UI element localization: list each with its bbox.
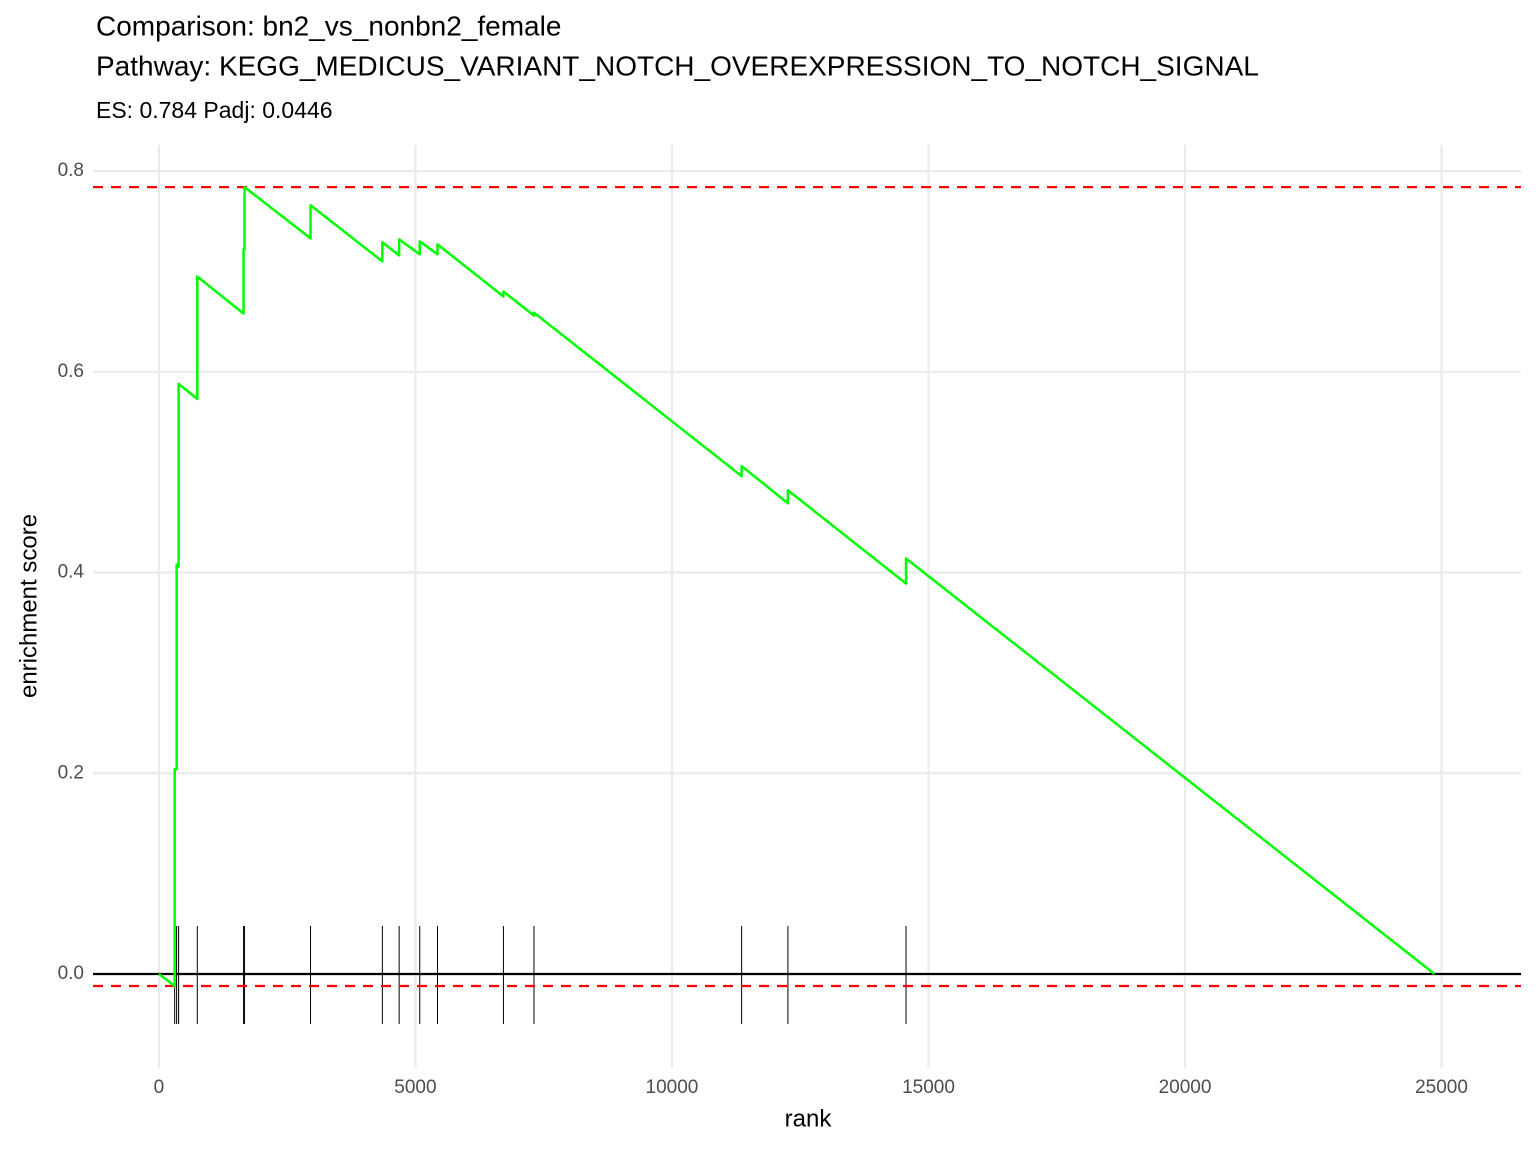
x-tick-label: 10000 xyxy=(646,1077,699,1098)
x-axis-label: rank xyxy=(785,1105,833,1132)
y-tick-label: 0.2 xyxy=(58,762,84,783)
x-tick-label: 5000 xyxy=(394,1077,436,1098)
enrichment-line xyxy=(158,185,1436,988)
chart-title-line2: Pathway: KEGG_MEDICUS_VARIANT_NOTCH_OVER… xyxy=(96,50,1259,81)
y-axis-label: enrichment score xyxy=(15,514,42,698)
x-tick-label: 15000 xyxy=(902,1077,955,1098)
y-tick-label: 0.6 xyxy=(58,361,84,382)
y-tick-label: 0.8 xyxy=(58,160,84,181)
chart-subtitle: ES: 0.784 Padj: 0.0446 xyxy=(96,97,333,123)
x-tick-label: 20000 xyxy=(1159,1077,1212,1098)
y-tick-label: 0.0 xyxy=(58,963,84,984)
chart-title: Comparison: bn2_vs_nonbn2_female xyxy=(96,10,561,41)
x-tick-label: 0 xyxy=(154,1077,165,1098)
y-tick-label: 0.4 xyxy=(58,562,85,583)
x-tick-label: 25000 xyxy=(1415,1077,1468,1098)
